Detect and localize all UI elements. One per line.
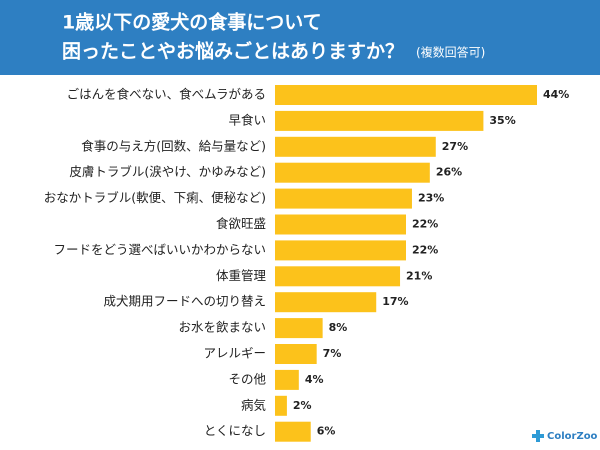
bar <box>275 188 412 209</box>
category-label: その他 <box>228 371 266 386</box>
bar <box>275 240 406 261</box>
category-label: おなかトラブル(軟便、下痢、便秘など) <box>44 190 266 205</box>
bar <box>275 395 287 416</box>
category-label: 食欲旺盛 <box>216 216 266 231</box>
category-label: とくになし <box>204 423 266 438</box>
chart-title: 困ったことやお悩みごとはありますか？ <box>62 40 404 63</box>
logo-icon <box>532 430 544 442</box>
bar <box>275 85 537 105</box>
value-label: 35% <box>489 114 515 127</box>
category-label: 食事の与え方(回数、給与量など) <box>81 138 266 153</box>
bar <box>275 266 401 287</box>
bar <box>275 344 317 364</box>
value-label: 22% <box>412 243 438 256</box>
bar <box>275 292 377 313</box>
value-label: 6% <box>317 425 336 438</box>
value-label: 8% <box>329 321 348 334</box>
value-label: 17% <box>382 295 408 308</box>
bar <box>275 421 311 442</box>
chart-title: 1歳以下の愛犬の食事について <box>62 11 322 34</box>
header-band <box>0 0 600 75</box>
category-label: 体重管理 <box>216 268 267 283</box>
category-label: 皮膚トラブル(涙やけ、かゆみなど) <box>69 164 266 179</box>
value-label: 21% <box>406 269 432 282</box>
category-label: フードをどう選べばいいかわからない <box>53 242 266 257</box>
value-label: 26% <box>436 166 462 179</box>
chart-subtitle: (複数回答可) <box>416 45 485 60</box>
value-label: 23% <box>418 192 444 205</box>
bar <box>275 110 484 131</box>
category-label: お水を飲まない <box>178 320 266 335</box>
bar <box>275 162 430 183</box>
value-label: 22% <box>412 218 438 231</box>
logo: ColorZoo <box>532 430 598 442</box>
category-label: ごはんを食べない、食べムラがある <box>67 87 266 102</box>
value-label: 7% <box>323 347 342 360</box>
category-label: 成犬期用フードへの切り替え <box>103 294 266 309</box>
value-label: 27% <box>442 140 468 153</box>
bar <box>275 318 323 339</box>
bar <box>275 369 299 390</box>
category-label: アレルギー <box>203 346 266 361</box>
bar <box>275 214 406 235</box>
value-label: 4% <box>305 373 324 386</box>
category-label: 早食い <box>228 112 266 127</box>
logo-text: ColorZoo <box>547 431 598 442</box>
value-label: 44% <box>543 88 569 101</box>
category-label: 病気 <box>241 397 266 412</box>
bar <box>275 136 436 157</box>
value-label: 2% <box>293 399 312 412</box>
